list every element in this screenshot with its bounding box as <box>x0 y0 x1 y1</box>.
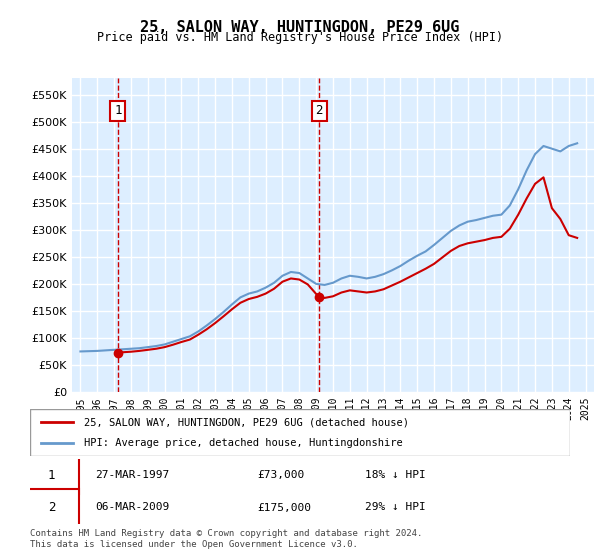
Text: Contains HM Land Registry data © Crown copyright and database right 2024.
This d: Contains HM Land Registry data © Crown c… <box>30 529 422 549</box>
FancyBboxPatch shape <box>25 456 79 494</box>
Text: 27-MAR-1997: 27-MAR-1997 <box>95 470 169 480</box>
Text: 06-MAR-2009: 06-MAR-2009 <box>95 502 169 512</box>
Text: 18% ↓ HPI: 18% ↓ HPI <box>365 470 425 480</box>
Text: 29% ↓ HPI: 29% ↓ HPI <box>365 502 425 512</box>
Text: 1: 1 <box>114 104 122 118</box>
Text: 2: 2 <box>48 501 55 514</box>
FancyBboxPatch shape <box>25 488 79 526</box>
Text: £175,000: £175,000 <box>257 502 311 512</box>
FancyBboxPatch shape <box>30 409 570 456</box>
Text: 1: 1 <box>48 469 55 482</box>
Text: 25, SALON WAY, HUNTINGDON, PE29 6UG: 25, SALON WAY, HUNTINGDON, PE29 6UG <box>140 20 460 35</box>
Text: HPI: Average price, detached house, Huntingdonshire: HPI: Average price, detached house, Hunt… <box>84 438 403 448</box>
Text: £73,000: £73,000 <box>257 470 304 480</box>
Text: 2: 2 <box>316 104 323 118</box>
Text: Price paid vs. HM Land Registry's House Price Index (HPI): Price paid vs. HM Land Registry's House … <box>97 31 503 44</box>
Text: 25, SALON WAY, HUNTINGDON, PE29 6UG (detached house): 25, SALON WAY, HUNTINGDON, PE29 6UG (det… <box>84 417 409 427</box>
